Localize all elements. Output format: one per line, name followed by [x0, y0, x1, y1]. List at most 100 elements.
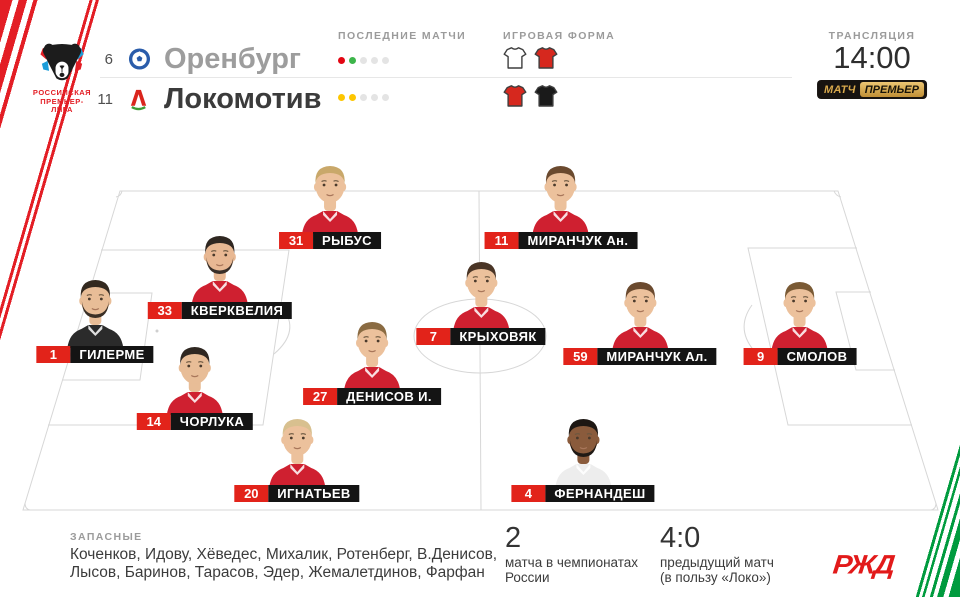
player: 33 КВЕРКВЕЛИЯ [147, 230, 293, 319]
player-badge: 27 ДЕНИСОВ И. [303, 388, 441, 405]
form-dot [371, 94, 378, 101]
form-dots-orenburg [338, 57, 389, 64]
player: 7 КРЫХОВЯК [416, 256, 546, 345]
team-rank: 6 [104, 50, 113, 68]
player-photo [192, 236, 248, 304]
league-logo: РОССИЙСКАЯ ПРЕМЬЕР-ЛИГА [30, 42, 94, 115]
player-photo [554, 419, 611, 487]
broadcast-label: ТРАНСЛЯЦИЯ [828, 30, 916, 42]
player-name: ЧОРЛУКА [170, 413, 254, 430]
player-number: 14 [136, 413, 171, 430]
stat-previous-match: 4:0 предыдущий матч (в пользу «Локо») [660, 523, 774, 585]
form-dot [349, 94, 356, 101]
player-number: 33 [147, 302, 182, 319]
substitutes-list: Коченков, Идову, Хёведес, Михалик, Ротен… [70, 546, 497, 581]
stat-value: 2 [505, 522, 522, 554]
player-name: ИГНАТЬЕВ [268, 485, 360, 502]
team-name-lokomotiv: Локомотив [164, 82, 322, 115]
player-name: ДЕНИСОВ И. [337, 388, 441, 405]
player-photo [533, 166, 589, 234]
kit-shirt-icon [534, 85, 558, 107]
orenburg-club-logo-icon [128, 48, 151, 70]
player-number: 9 [743, 348, 778, 365]
player-photo [268, 419, 325, 487]
stat-value: 4:0 [660, 522, 701, 554]
player-number: 20 [234, 485, 269, 502]
player-badge: 9 СМОЛОВ [743, 348, 857, 365]
pitch-halfway-line [478, 190, 482, 511]
stat-text-line1: предыдущий матч [660, 555, 774, 570]
form-dot [382, 94, 389, 101]
kit-label: ИГРОВАЯ ФОРМА [503, 30, 616, 42]
player-badge: 59 МИРАНЧУК Ал. [563, 348, 717, 365]
league-name-line2: ПРЕМЬЕР-ЛИГА [40, 96, 84, 114]
kits-lokomotiv [503, 84, 558, 108]
player-badge: 20 ИГНАТЬЕВ [234, 485, 360, 502]
form-dot [360, 94, 367, 101]
stat-text-line1: матча в чемпионатах [505, 555, 639, 570]
player: 20 ИГНАТЬЕВ [234, 413, 360, 502]
player-name: МИРАНЧУК Ан. [518, 232, 638, 249]
form-dot [338, 57, 345, 64]
substitutes-label: ЗАПАСНЫЕ [70, 531, 143, 543]
pitch-left-penalty-spot [155, 329, 159, 333]
pitch-right-goal-area [835, 291, 895, 371]
stat-text-line2: (в пользу «Локо») [660, 570, 771, 585]
kickoff-time: 14:00 [833, 40, 911, 75]
kit-shirt-icon [503, 47, 527, 69]
player-photo [771, 282, 828, 350]
kit-shirt-icon [534, 47, 558, 69]
player-name: КРЫХОВЯК [450, 328, 546, 345]
player: 27 ДЕНИСОВ И. [303, 316, 441, 405]
player-number: 27 [303, 388, 338, 405]
team-rank: 11 [97, 90, 113, 108]
form-dot [338, 94, 345, 101]
player-badge: 11 МИРАНЧУК Ан. [484, 232, 638, 249]
player-photo [167, 347, 223, 415]
player-number: 59 [563, 348, 598, 365]
pitch-left-goal-area [62, 292, 153, 381]
player: 31 РЫБУС [279, 160, 381, 249]
stat-text-line2: России [505, 570, 550, 585]
substitutes-line1: Коченков, Идову, Хёведес, Михалик, Ротен… [70, 546, 498, 563]
player-photo [343, 322, 400, 390]
player-name: МИРАНЧУК Ал. [597, 348, 717, 365]
player-name: РЫБУС [313, 232, 381, 249]
player-badge: 4 ФЕРНАНДЕШ [511, 485, 655, 502]
match-premier-channel-logo: МАТЧ ПРЕМЬЕР [817, 80, 927, 99]
player-photo [452, 262, 509, 330]
team-name-orenburg: Оренбург [164, 42, 301, 75]
player: 11 МИРАНЧУК Ан. [484, 160, 638, 249]
team-row-orenburg: 6 Оренбург [95, 44, 301, 74]
rzd-sponsor-logo: РЖД [831, 550, 895, 580]
lokomotiv-club-logo-icon [130, 89, 147, 111]
player-number: 11 [484, 232, 519, 249]
team-row-lokomotiv: 11 Локомотив [95, 84, 321, 114]
form-dots-lokomotiv [338, 94, 389, 101]
form-dot [360, 57, 367, 64]
form-dot [382, 57, 389, 64]
player-badge: 31 РЫБУС [279, 232, 381, 249]
substitutes-line2: Лысов, Баринов, Тарасов, Эдер, Жемалетди… [70, 563, 485, 581]
player: 9 СМОЛОВ [743, 276, 857, 365]
player: 59 МИРАНЧУК Ал. [563, 276, 717, 365]
channel-name-part2: ПРЕМЬЕР [859, 82, 924, 97]
player-number: 31 [279, 232, 314, 249]
player-name: СМОЛОВ [777, 348, 857, 365]
player-badge: 7 КРЫХОВЯК [416, 328, 546, 345]
stat-championship-matches: 2 матча в чемпионатах России [505, 523, 638, 585]
form-dot [371, 57, 378, 64]
recent-matches-label: ПОСЛЕДНИЕ МАТЧИ [338, 30, 467, 42]
kit-shirt-icon [503, 85, 527, 107]
player-photo [302, 166, 358, 234]
player-number: 4 [511, 485, 546, 502]
player: 4 ФЕРНАНДЕШ [511, 413, 655, 502]
player-badge: 33 КВЕРКВЕЛИЯ [147, 302, 293, 319]
player-badge: 14 ЧОРЛУКА [136, 413, 254, 430]
player-number: 7 [416, 328, 451, 345]
channel-name-part1: МАТЧ [824, 83, 856, 96]
header-divider [100, 77, 792, 78]
kits-orenburg [503, 46, 558, 70]
